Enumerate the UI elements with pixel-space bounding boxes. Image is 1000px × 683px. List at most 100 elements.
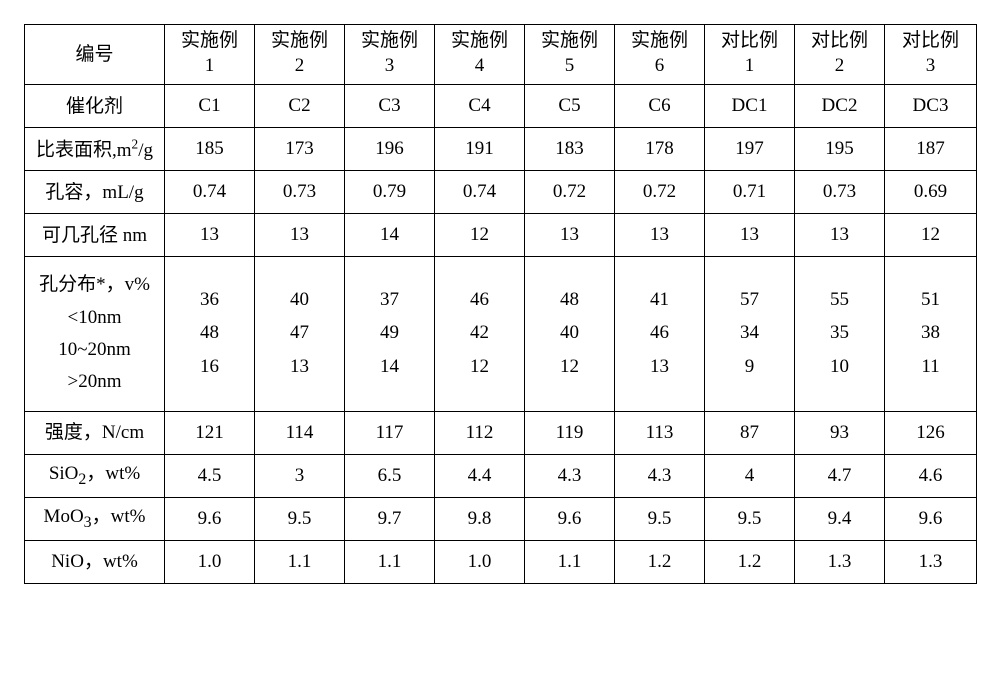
cell: 12 [435, 214, 525, 257]
cell: 0.71 [705, 171, 795, 214]
cell: DC2 [795, 85, 885, 128]
cell: 191 [435, 128, 525, 171]
row-label: SiO2，wt% [49, 463, 140, 484]
cell: 14 [345, 214, 435, 257]
cell: 9.5 [705, 497, 795, 540]
cell-multi: 37 49 14 [345, 257, 435, 411]
cell: 9.8 [435, 497, 525, 540]
cell: 1.3 [795, 540, 885, 583]
cell: 87 [705, 411, 795, 454]
cell-multi: 36 48 16 [165, 257, 255, 411]
cell: 1.0 [165, 540, 255, 583]
cell-multi: 48 40 12 [525, 257, 615, 411]
cell-multi: 51 38 11 [885, 257, 977, 411]
cell: C5 [525, 85, 615, 128]
properties-table: 编号 实施例1 实施例2 实施例3 实施例4 实施例5 实施例6 对比例1 对比… [24, 24, 977, 584]
cell-multi: 46 42 12 [435, 257, 525, 411]
cell-multi: 41 46 13 [615, 257, 705, 411]
row-label: 孔容，mL/g [45, 182, 143, 203]
cell: 195 [795, 128, 885, 171]
row-label-pore-dist: 孔分布*，v% <10nm 10~20nm >20nm [25, 257, 165, 411]
cell: DC3 [885, 85, 977, 128]
cell: 12 [885, 214, 977, 257]
col-header: 实施例3 [345, 25, 435, 85]
table-row: 可几孔径 nm 13 13 14 12 13 13 13 13 12 [25, 214, 977, 257]
cell: 9.5 [255, 497, 345, 540]
cell: C3 [345, 85, 435, 128]
col-header: 实施例1 [165, 25, 255, 85]
header-corner: 编号 [25, 25, 165, 85]
header-corner-text: 编号 [75, 44, 113, 65]
cell: 4.3 [525, 454, 615, 497]
cell: 0.74 [435, 171, 525, 214]
cell: 183 [525, 128, 615, 171]
cell: 178 [615, 128, 705, 171]
cell: 4.5 [165, 454, 255, 497]
cell: 4.3 [615, 454, 705, 497]
cell: DC1 [705, 85, 795, 128]
row-label: MoO3，wt% [44, 506, 146, 527]
cell: 119 [525, 411, 615, 454]
cell: 1.2 [705, 540, 795, 583]
cell: C2 [255, 85, 345, 128]
cell: 0.79 [345, 171, 435, 214]
cell: 9.6 [885, 497, 977, 540]
cell: 0.73 [795, 171, 885, 214]
cell: 1.3 [885, 540, 977, 583]
cell: C6 [615, 85, 705, 128]
cell: 4.7 [795, 454, 885, 497]
cell-multi: 55 35 10 [795, 257, 885, 411]
cell: 9.5 [615, 497, 705, 540]
cell: 13 [795, 214, 885, 257]
cell: 9.7 [345, 497, 435, 540]
cell: 1.0 [435, 540, 525, 583]
table-row: 比表面积,m2/g 185 173 196 191 183 178 197 19… [25, 128, 977, 171]
table-row: 孔容，mL/g 0.74 0.73 0.79 0.74 0.72 0.72 0.… [25, 171, 977, 214]
cell: 13 [525, 214, 615, 257]
cell: 173 [255, 128, 345, 171]
col-header: 对比例3 [885, 25, 977, 85]
cell: 93 [795, 411, 885, 454]
cell: 112 [435, 411, 525, 454]
col-header: 实施例4 [435, 25, 525, 85]
cell: 187 [885, 128, 977, 171]
col-header: 对比例1 [705, 25, 795, 85]
col-header: 实施例5 [525, 25, 615, 85]
cell: 13 [705, 214, 795, 257]
cell: 13 [615, 214, 705, 257]
row-label: NiO，wt% [51, 551, 138, 572]
row-label: 比表面积,m2/g [36, 140, 153, 161]
col-header: 对比例2 [795, 25, 885, 85]
cell: 126 [885, 411, 977, 454]
cell: 185 [165, 128, 255, 171]
table-row: NiO，wt% 1.0 1.1 1.1 1.0 1.1 1.2 1.2 1.3 … [25, 540, 977, 583]
cell-multi: 57 34 9 [705, 257, 795, 411]
cell: 1.2 [615, 540, 705, 583]
cell: C1 [165, 85, 255, 128]
cell: 0.69 [885, 171, 977, 214]
cell: 0.72 [525, 171, 615, 214]
col-header: 实施例2 [255, 25, 345, 85]
cell: 1.1 [525, 540, 615, 583]
cell: 13 [255, 214, 345, 257]
cell: 4.6 [885, 454, 977, 497]
cell: 197 [705, 128, 795, 171]
cell: 4.4 [435, 454, 525, 497]
row-label: 强度，N/cm [45, 422, 144, 443]
cell: 196 [345, 128, 435, 171]
table-row: 催化剂 C1 C2 C3 C4 C5 C6 DC1 DC2 DC3 [25, 85, 977, 128]
cell: 9.4 [795, 497, 885, 540]
cell: 1.1 [345, 540, 435, 583]
table-row: SiO2，wt% 4.5 3 6.5 4.4 4.3 4.3 4 4.7 4.6 [25, 454, 977, 497]
col-header: 实施例6 [615, 25, 705, 85]
cell: 114 [255, 411, 345, 454]
cell: 1.1 [255, 540, 345, 583]
cell: 0.74 [165, 171, 255, 214]
cell: 6.5 [345, 454, 435, 497]
row-label: 可几孔径 nm [42, 225, 147, 246]
cell: 13 [165, 214, 255, 257]
cell: 9.6 [165, 497, 255, 540]
cell: 113 [615, 411, 705, 454]
cell: 0.72 [615, 171, 705, 214]
cell: 9.6 [525, 497, 615, 540]
